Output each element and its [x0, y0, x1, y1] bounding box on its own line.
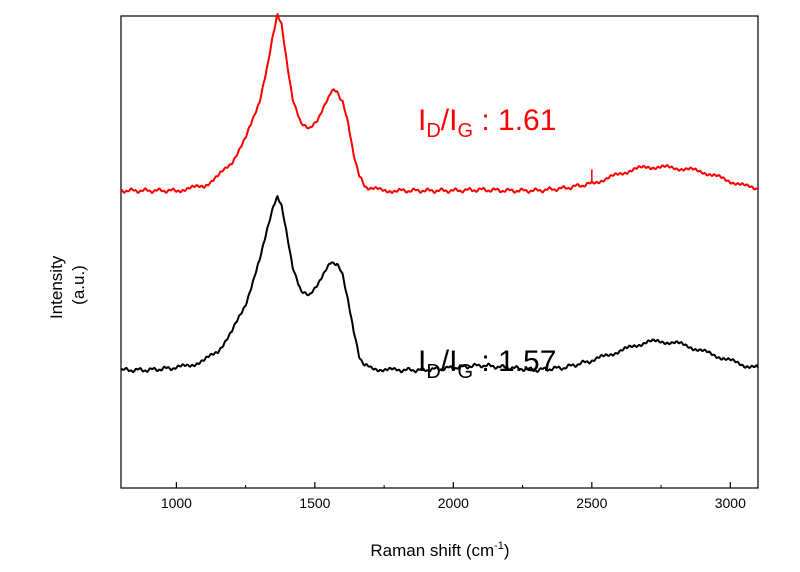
x-axis-tick-labels: 1000 1500 2000 2500 3000	[161, 495, 746, 511]
y-axis-title-line2: (a.u.)	[69, 265, 88, 305]
series-line-red	[120, 13, 759, 194]
x-axis-title: Raman shift (cm-1)	[370, 540, 509, 560]
y-axis-title: Intensity (a.u.)	[47, 251, 88, 319]
x-tick-label: 2000	[438, 495, 469, 511]
annotation-black-ratio: ID/IG : 1.57	[418, 345, 556, 383]
x-tick-label: 1500	[299, 495, 330, 511]
series-line-black	[120, 195, 759, 374]
x-axis-ticks	[175, 482, 731, 488]
plot-frame	[120, 15, 759, 489]
annotation-red-ratio: ID/IG : 1.61	[418, 104, 556, 142]
x-tick-label: 3000	[715, 495, 746, 511]
annotations: ID/IG : 1.61 ID/IG : 1.57	[418, 104, 556, 383]
x-tick-label: 2500	[576, 495, 607, 511]
y-axis-title-line1: Intensity	[47, 255, 66, 319]
series-group	[120, 13, 759, 374]
x-tick-label: 1000	[161, 495, 192, 511]
